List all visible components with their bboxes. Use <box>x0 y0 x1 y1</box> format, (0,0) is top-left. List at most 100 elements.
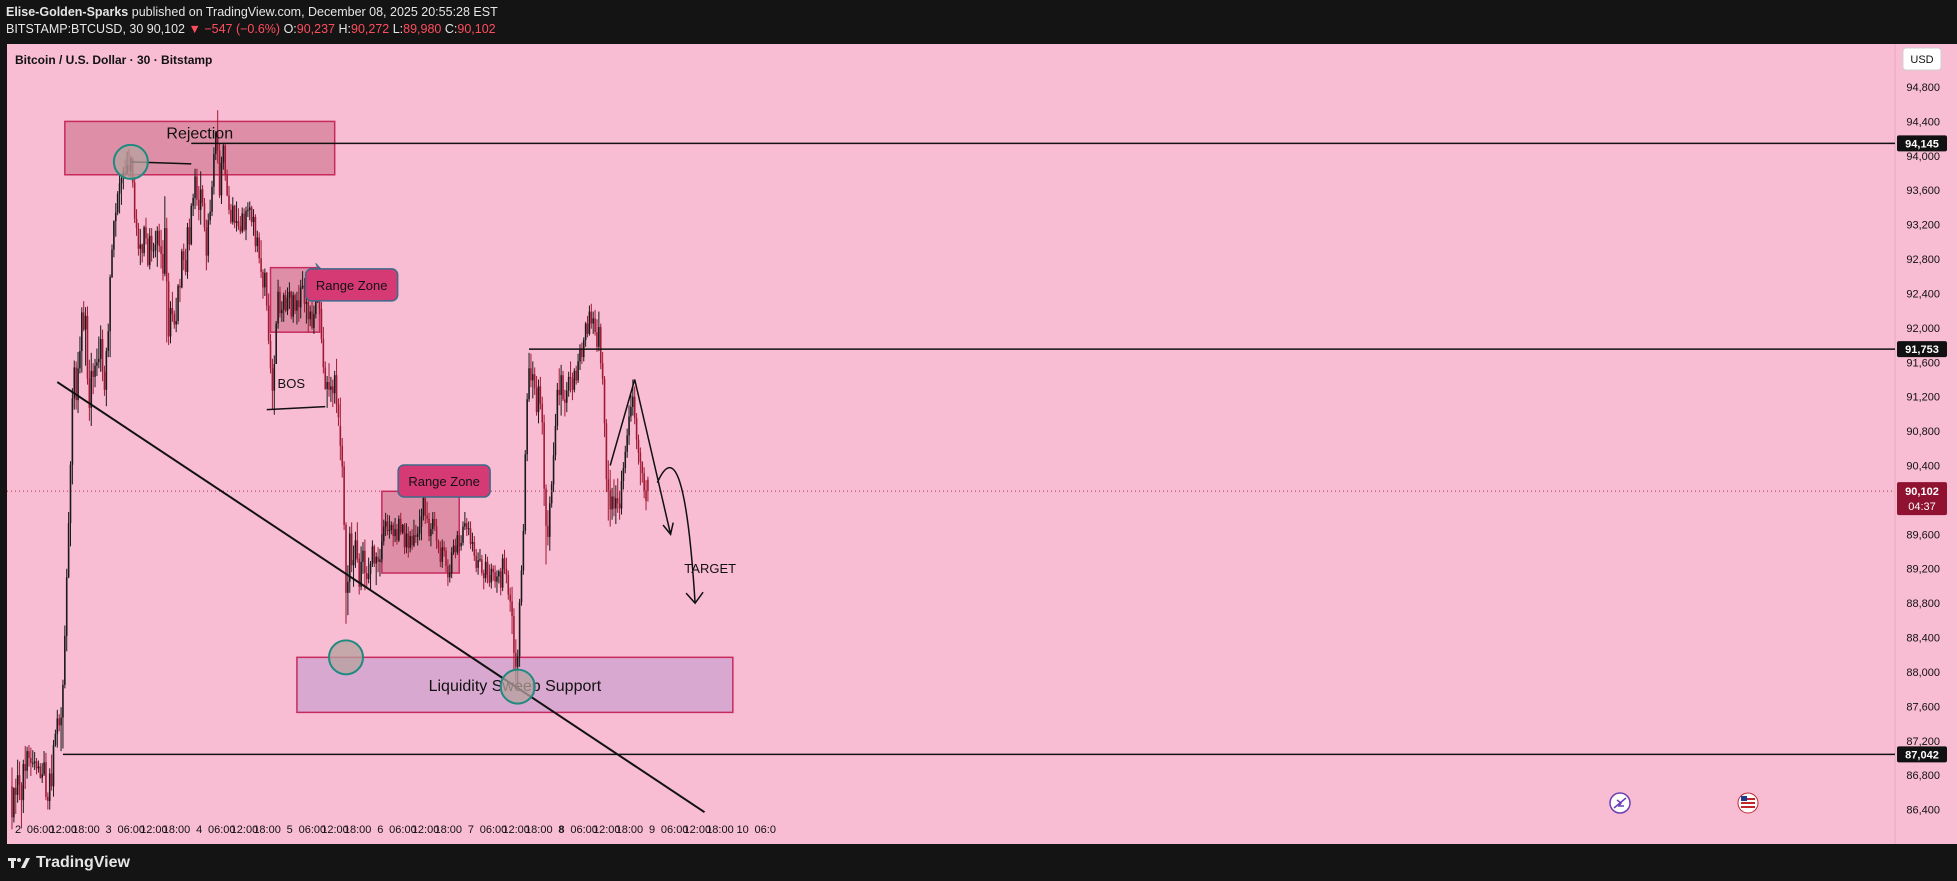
candle-body <box>603 378 606 424</box>
candle-body <box>337 404 340 418</box>
candle-body <box>496 576 498 582</box>
candle-body <box>141 244 144 254</box>
candle-body <box>192 197 194 206</box>
candle-body <box>622 468 625 481</box>
candle-body <box>505 568 508 575</box>
x-tick-label: 18:00 <box>706 824 734 836</box>
price-chart[interactable]: Bitcoin / U.S. Dollar · 30 · Bitstamp US… <box>0 44 1957 847</box>
y-tick-label: 93,200 <box>1906 220 1940 232</box>
candle-body <box>403 524 406 548</box>
candle-body <box>335 375 338 405</box>
candle-body <box>498 571 500 577</box>
callout-box[interactable] <box>397 464 491 498</box>
candle-body <box>494 572 496 582</box>
y-tick-label: 88,400 <box>1906 633 1940 645</box>
candle-body <box>313 314 315 328</box>
y-tick-label: 91,200 <box>1906 392 1940 404</box>
candle-body <box>20 784 23 801</box>
candle-body <box>101 339 104 372</box>
highlight-circle[interactable] <box>327 639 364 676</box>
bos-line[interactable] <box>266 405 326 411</box>
published-text: published on TradingView.com, December 0… <box>131 5 498 19</box>
highlight-circle[interactable] <box>112 143 149 180</box>
candle-body <box>524 454 527 531</box>
candle-body <box>469 528 472 544</box>
candle-body <box>181 251 183 288</box>
candle-body <box>401 524 404 533</box>
y-tick-label: 89,600 <box>1906 529 1940 541</box>
currency-button[interactable] <box>1902 47 1942 71</box>
zone-box[interactable] <box>64 120 336 176</box>
candle-body <box>45 762 47 797</box>
tradingview-logo[interactable]: TradingView <box>8 854 130 872</box>
x-tick-label: 6 <box>377 824 383 836</box>
candle-body <box>273 364 276 391</box>
candle-body <box>475 555 478 568</box>
publisher-name[interactable]: Elise-Golden-Sparks <box>6 5 129 19</box>
y-tick-label: 86,400 <box>1906 805 1940 817</box>
y-tick-label: 88,800 <box>1906 598 1940 610</box>
publish-info: Elise-Golden-Sparks published on Trading… <box>6 5 498 19</box>
candle-body <box>437 541 440 549</box>
trendline[interactable] <box>56 381 706 814</box>
candle-body <box>407 533 410 549</box>
candle-body <box>564 399 566 403</box>
publish-header: Elise-Golden-Sparks published on Trading… <box>0 0 1957 44</box>
candle-body <box>58 718 60 726</box>
candle-body <box>94 365 96 377</box>
price-axis[interactable] <box>1895 44 1957 844</box>
candle-body <box>116 193 119 213</box>
candle-body <box>347 581 349 593</box>
candle-body <box>535 388 538 413</box>
candle-body <box>490 568 493 583</box>
candle-body <box>394 529 396 537</box>
high-value: 90,272 <box>351 22 390 36</box>
candle-body <box>275 323 277 364</box>
candle-body <box>375 556 377 564</box>
candle-body <box>50 773 53 787</box>
candle-body <box>60 717 62 726</box>
candle-body <box>645 490 647 501</box>
x-tick-label: 06:00 <box>389 824 417 836</box>
candle-body <box>222 145 225 163</box>
close-value: 90,102 <box>457 22 496 36</box>
candle-body <box>526 399 528 455</box>
candle-body <box>390 524 393 531</box>
candle-body <box>448 573 451 578</box>
forecast-curve[interactable] <box>656 466 696 604</box>
candle-body <box>154 244 157 251</box>
replay-icon[interactable] <box>1609 792 1631 814</box>
candle-body <box>384 521 387 527</box>
candle-body <box>365 573 368 580</box>
candle-body <box>160 246 162 254</box>
candle-body <box>345 524 347 593</box>
candle-body <box>424 495 427 516</box>
y-tick-label: 89,200 <box>1906 564 1940 576</box>
candle-body <box>426 515 428 519</box>
callout-box[interactable] <box>304 268 399 302</box>
candle-body <box>150 235 153 251</box>
highlight-circle[interactable] <box>499 668 536 705</box>
candle-body <box>286 297 289 311</box>
flag-icon[interactable] <box>1737 792 1759 814</box>
candle-body <box>471 542 474 544</box>
candle-body <box>148 235 151 266</box>
forecast-zigzag[interactable] <box>609 379 672 535</box>
candle-body <box>220 162 223 196</box>
candle-body <box>90 370 93 408</box>
candle-body <box>230 210 232 223</box>
x-tick-label: 06:0 <box>755 824 776 836</box>
candle-body <box>481 559 483 574</box>
y-axis-ticks: 86,400 86,800 87,200 87,600 88,000 88,400 88,8… <box>1906 82 1940 817</box>
y-tick-label: 92,800 <box>1906 254 1940 266</box>
candle-body <box>439 548 442 562</box>
y-tick-label: 93,600 <box>1906 185 1940 197</box>
candle-body <box>290 291 293 317</box>
x-tick-label: 7 <box>468 824 474 836</box>
candle-body <box>184 259 187 272</box>
candle-body <box>533 374 536 389</box>
candle-body <box>598 327 600 347</box>
candle-body <box>590 311 593 324</box>
candle-body <box>492 568 494 573</box>
candle-body <box>594 318 596 333</box>
